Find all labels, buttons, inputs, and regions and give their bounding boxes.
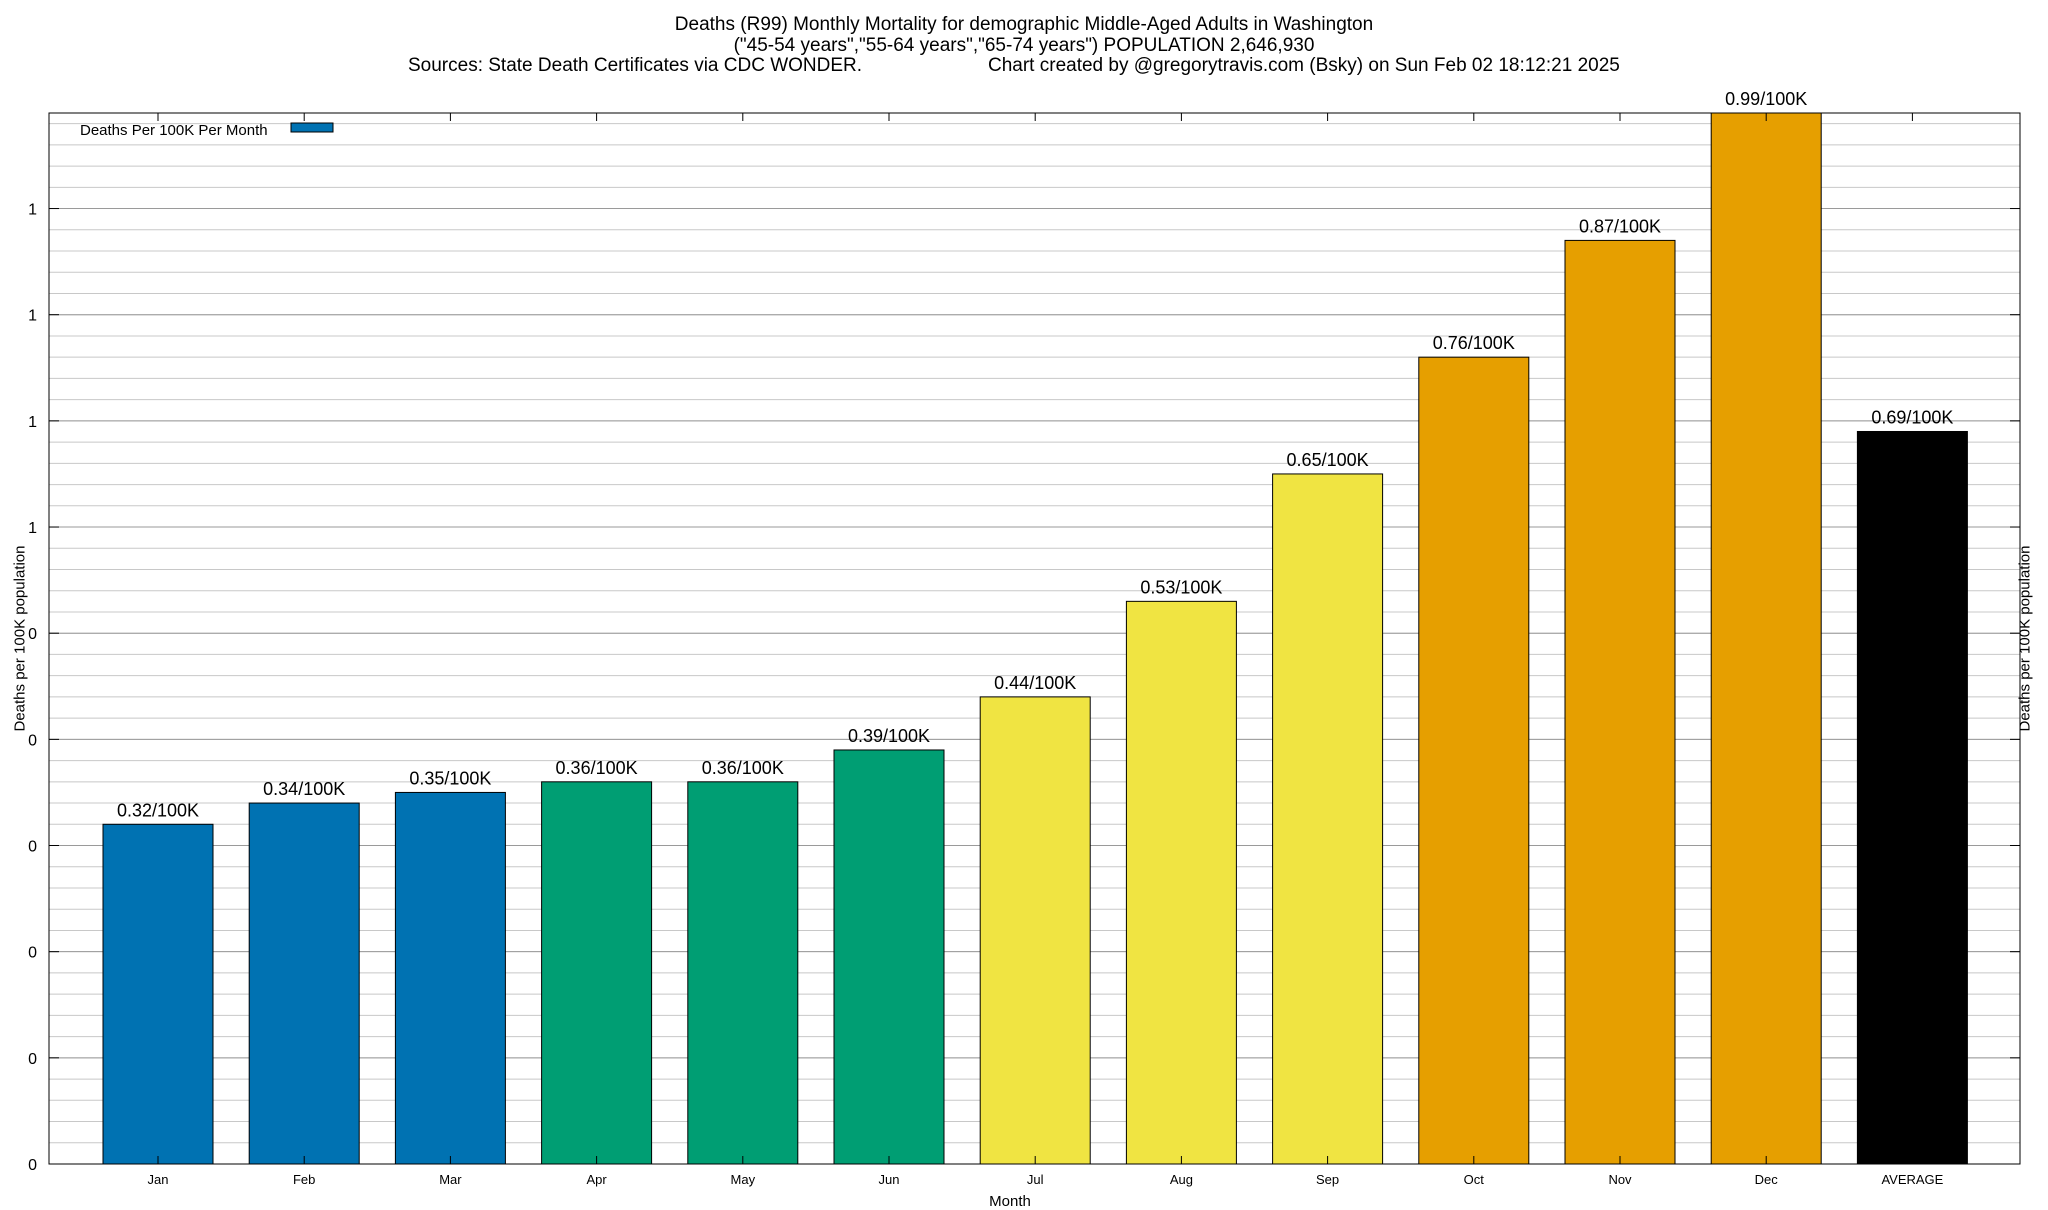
- y-tick-label: 0: [28, 626, 37, 643]
- y-tick-label: 0: [28, 1157, 37, 1174]
- x-tick-label: Dec: [1755, 1172, 1779, 1187]
- bar: [394, 791, 506, 1165]
- chart-title: Deaths (R99) Monthly Mortality for demog…: [674, 14, 1374, 35]
- y2-axis-title: Deaths per 100K population: [2016, 545, 2034, 732]
- bar: [541, 781, 653, 1165]
- data-label: 0.34/100K: [263, 779, 345, 799]
- bar: [687, 781, 799, 1165]
- bar: [833, 749, 945, 1165]
- credit-text: Chart created by @gregorytravis.com (Bsk…: [988, 55, 1620, 76]
- data-label: 0.32/100K: [117, 800, 199, 820]
- y-tick-label: 0: [28, 945, 37, 962]
- data-label: 0.35/100K: [409, 768, 491, 788]
- chart-subtitle: ("45-54 years","55-64 years","65-74 year…: [733, 35, 1315, 56]
- data-label: 0.36/100K: [556, 758, 638, 778]
- x-tick-label: Jan: [148, 1172, 169, 1187]
- bar: [1564, 239, 1676, 1165]
- data-label: 0.99/100K: [1725, 89, 1807, 109]
- y-tick-label: 1: [28, 414, 37, 431]
- data-label: 0.44/100K: [994, 673, 1076, 693]
- data-label: 0.65/100K: [1287, 450, 1369, 470]
- x-tick-label: Jul: [1027, 1172, 1044, 1187]
- bar: [1272, 473, 1384, 1165]
- plot-frame: [48, 112, 2021, 1165]
- y-tick-label: 1: [28, 308, 37, 325]
- legend-label: Deaths Per 100K Per Month: [80, 122, 268, 139]
- data-label: 0.76/100K: [1433, 333, 1515, 353]
- x-tick-label: Apr: [586, 1172, 607, 1187]
- bar: [102, 823, 214, 1165]
- source-line: Sources: State Death Certificates via CD…: [0, 55, 2048, 77]
- x-tick-label: Jun: [879, 1172, 900, 1187]
- y-tick-label: 0: [28, 1051, 37, 1068]
- x-tick-label: Aug: [1170, 1172, 1193, 1187]
- data-label: 0.87/100K: [1579, 216, 1661, 236]
- x-tick-label: Oct: [1464, 1172, 1485, 1187]
- bar: [1418, 356, 1530, 1165]
- x-tick-label: Sep: [1316, 1172, 1339, 1187]
- y-tick-label: 1: [28, 202, 37, 219]
- y-axis-title: Deaths per 100K population: [11, 545, 29, 732]
- data-label: 0.39/100K: [848, 726, 930, 746]
- x-tick-label: Nov: [1608, 1172, 1632, 1187]
- legend-swatch: [290, 122, 334, 133]
- data-label: 0.36/100K: [702, 758, 784, 778]
- x-tick-label: Feb: [293, 1172, 315, 1187]
- data-label: 0.69/100K: [1871, 407, 1953, 427]
- bar: [1710, 112, 1822, 1165]
- x-tick-label: Mar: [439, 1172, 462, 1187]
- x-tick-label: May: [731, 1172, 756, 1187]
- bar: [248, 802, 360, 1165]
- x-axis-title: Month: [989, 1193, 1031, 1210]
- y-tick-label: 0: [28, 732, 37, 749]
- bar: [1125, 600, 1237, 1165]
- bar: [1856, 430, 1968, 1165]
- y-tick-label: 1: [28, 520, 37, 537]
- bar: [979, 696, 1091, 1165]
- x-tick-label: AVERAGE: [1881, 1172, 1943, 1187]
- source-text: Sources: State Death Certificates via CD…: [408, 55, 863, 76]
- data-label: 0.53/100K: [1140, 577, 1222, 597]
- y-tick-label: 0: [28, 839, 37, 856]
